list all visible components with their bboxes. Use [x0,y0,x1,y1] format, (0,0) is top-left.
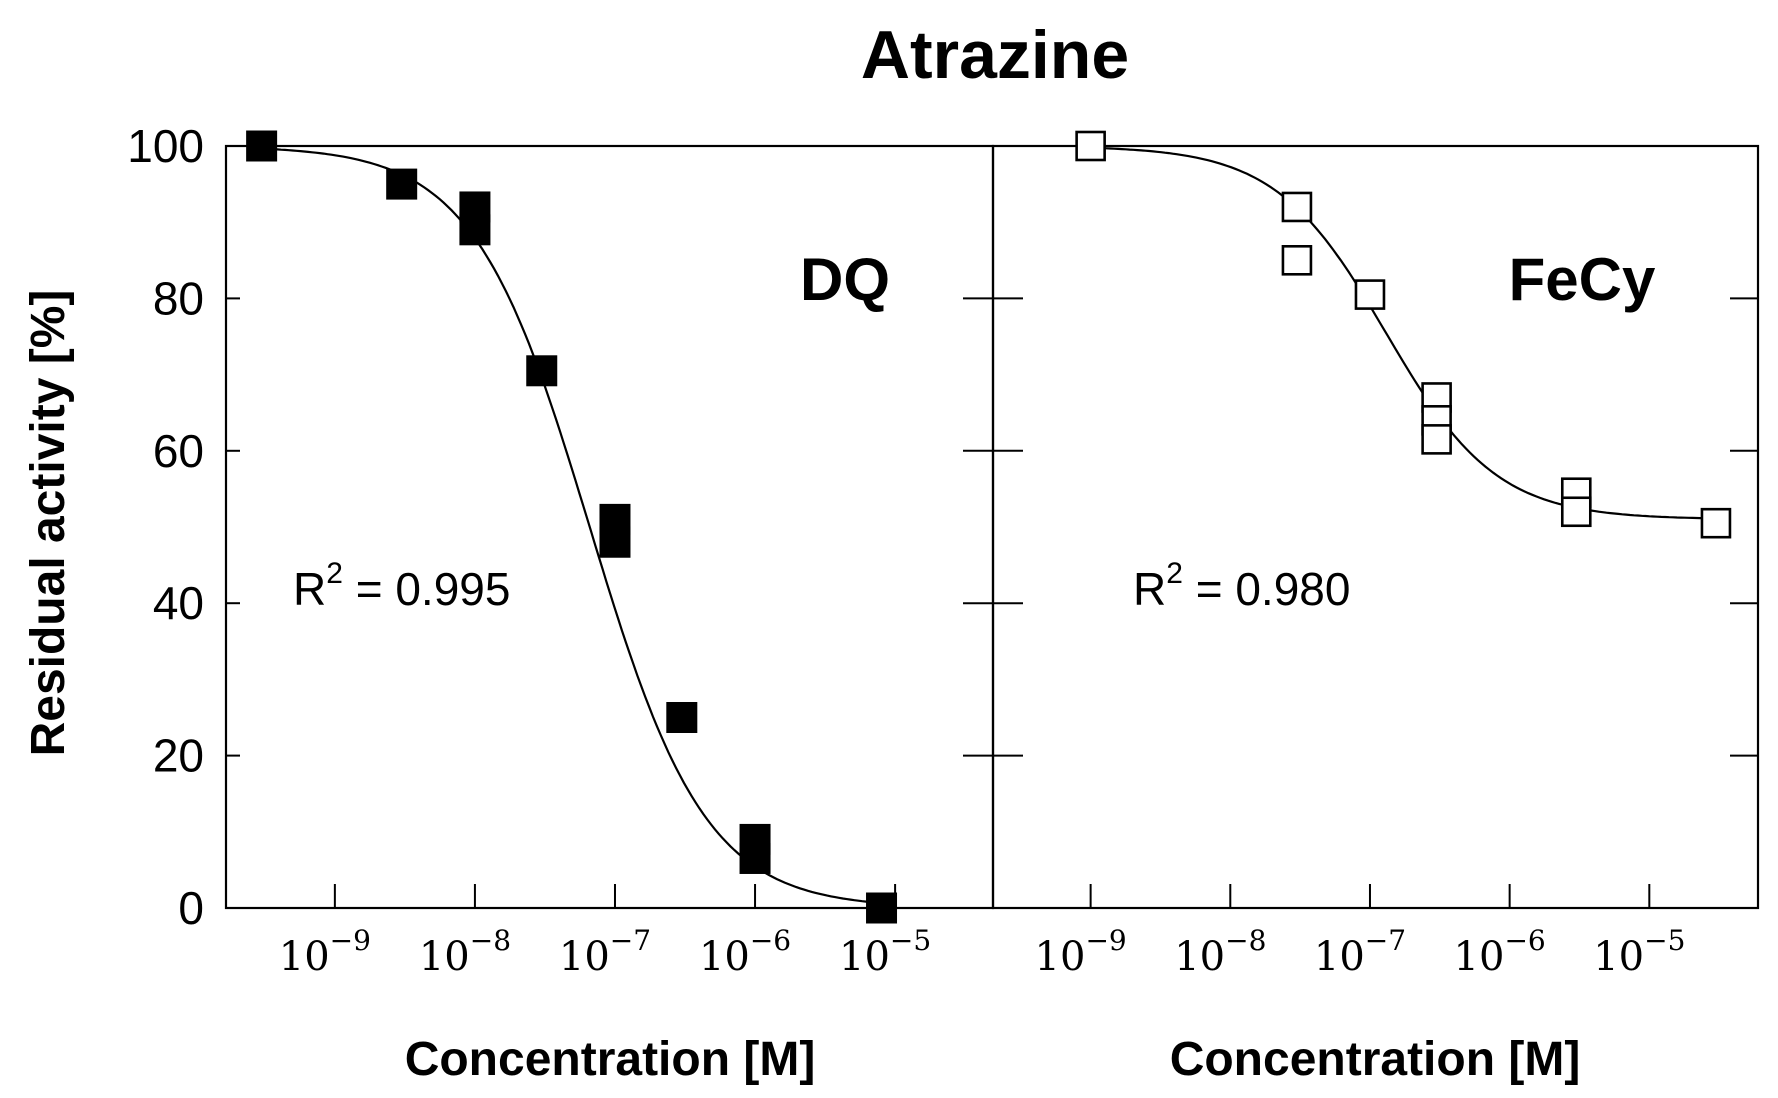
r-squared-symbol: R [293,563,326,615]
x-tick-base: 10 [419,934,470,980]
x-tick-exponent: −7 [1365,924,1406,957]
x-tick-label: 10−5 [839,924,931,980]
x-tick-exponent: −5 [890,924,931,957]
data-point-fecy [1075,130,1106,162]
data-point-dq [526,355,558,387]
plot-frame-fecy [991,144,1760,910]
data-point-dq [666,702,698,733]
x-tick-label: 10−6 [699,924,791,980]
x-tick-base: 10 [1314,934,1365,980]
x-tick-label: 10−9 [279,924,371,980]
r-squared-annotation-dq: R2 = 0.995 [293,557,510,615]
x-tick-base: 10 [1593,934,1644,980]
y-tick-label: 0 [178,882,204,934]
x-tick-exponent: −5 [1644,924,1685,957]
y-tick-label: 20 [153,730,204,782]
panel-label-fecy: FeCy [1509,246,1656,313]
x-tick-label: 10−8 [1174,924,1266,980]
data-point-dq [866,892,898,924]
y-tick-label: 80 [153,272,204,324]
r-squared-annotation-fecy: R2 = 0.980 [1133,557,1350,615]
panel-label-dq: DQ [800,246,890,313]
y-tick-label: 100 [127,120,204,172]
x-tick-exponent: −8 [1225,924,1266,957]
y-tick-label: 60 [153,425,204,477]
x-tick-label: 10−7 [1314,924,1406,980]
x-tick-label: 10−6 [1454,924,1546,980]
x-tick-base: 10 [279,934,330,980]
y-tick-label: 40 [153,577,204,629]
data-point-fecy [1700,507,1732,539]
x-axis-label-dq: Concentration [M] [405,1033,816,1086]
x-tick-label: 10−7 [559,924,651,980]
r-squared-value: = 0.980 [1183,563,1351,615]
x-tick-exponent: −9 [1085,924,1126,957]
data-point-dq [386,168,418,200]
data-point-dq [246,130,278,162]
data-point-fecy [1354,279,1386,310]
x-tick-base: 10 [559,934,610,980]
data-point-fecy [1560,496,1592,528]
x-tick-exponent: −6 [1504,924,1545,957]
x-tick-base: 10 [1454,934,1505,980]
r-squared-exponent: 2 [326,557,343,590]
x-tick-exponent: −6 [750,924,791,957]
r-squared-exponent: 2 [1166,557,1183,590]
r-squared-symbol: R [1133,563,1166,615]
x-tick-base: 10 [699,934,750,980]
fit-curve-dq [261,147,882,905]
data-point-fecy [1421,424,1452,455]
x-tick-exponent: −9 [330,924,371,957]
x-tick-base: 10 [1035,934,1086,980]
data-point-dq [459,214,491,246]
x-tick-base: 10 [1174,934,1225,980]
fit-curve-fecy [1090,146,1716,520]
x-tick-exponent: −8 [470,924,511,957]
x-tick-exponent: −7 [610,924,651,957]
x-tick-base: 10 [839,934,890,980]
y-axis-label: Residual activity [%] [22,290,75,757]
data-point-dq [739,842,771,874]
chart-title: Atrazine [861,17,1129,93]
x-axis-label-fecy: Concentration [M] [1170,1033,1581,1086]
x-tick-label: 10−9 [1035,924,1127,980]
x-tick-label: 10−5 [1593,924,1685,980]
data-point-fecy [1281,191,1313,223]
r-squared-value: = 0.995 [343,563,511,615]
data-point-fecy [1281,245,1313,276]
data-point-dq [599,526,631,558]
x-tick-label: 10−8 [419,924,511,980]
